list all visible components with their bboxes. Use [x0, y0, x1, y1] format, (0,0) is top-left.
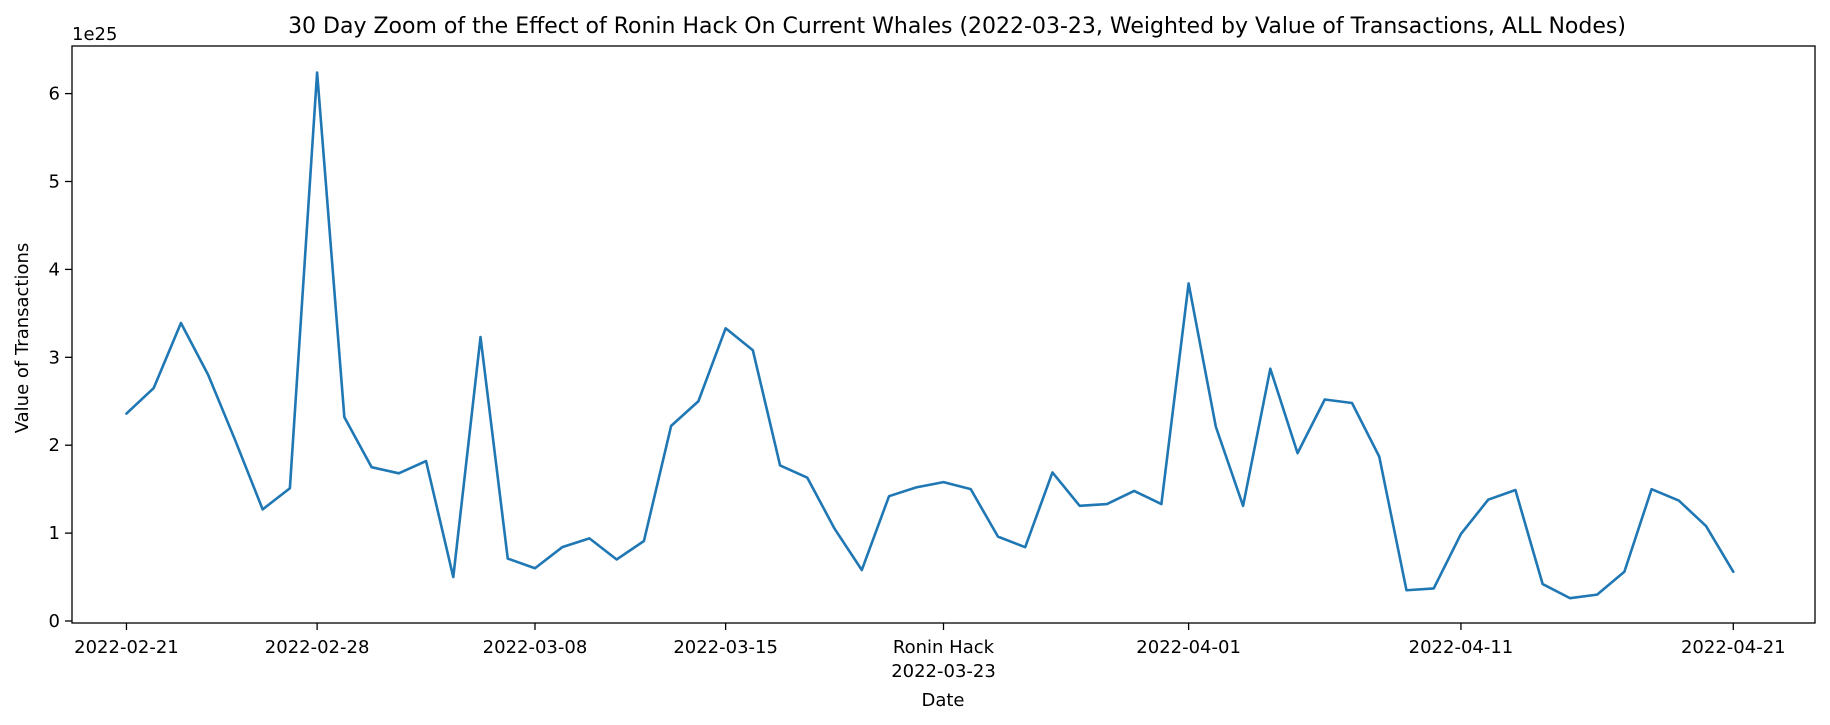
x-tick-label: 2022-02-28 — [265, 637, 370, 658]
x-tick-label: 2022-04-11 — [1409, 637, 1514, 658]
y-offset-label: 1e25 — [72, 24, 117, 45]
y-tick-label: 0 — [49, 611, 60, 632]
x-axis-label: Date — [921, 690, 964, 711]
y-tick-label: 6 — [49, 84, 60, 105]
x-tick-label: 2022-02-21 — [74, 637, 179, 658]
y-axis: 0 1 2 3 4 5 6 — [49, 84, 72, 632]
y-axis-label: Value of Transactions — [12, 243, 33, 434]
y-tick-label: 3 — [49, 347, 60, 368]
x-axis: 2022-02-21 2022-02-28 2022-03-08 2022-03-15… — [74, 623, 1786, 682]
chart-title: 30 Day Zoom of the Effect of Ronin Hack … — [288, 14, 1626, 39]
y-tick-label: 5 — [49, 172, 60, 193]
x-tick-label: 2022-04-01 — [1136, 637, 1241, 658]
y-tick-label: 4 — [49, 259, 60, 280]
x-tick-label: Ronin Hack — [893, 637, 995, 658]
plot-frame — [71, 45, 1816, 624]
y-tick-label: 2 — [49, 435, 60, 456]
series-line — [125, 71, 1735, 600]
y-tick-label: 1 — [49, 523, 60, 544]
x-tick-label: 2022-03-15 — [673, 637, 778, 658]
x-tick-label: 2022-04-21 — [1681, 637, 1786, 658]
x-tick-label-secondary: 2022-03-23 — [891, 661, 996, 682]
x-tick-label: 2022-03-08 — [483, 637, 588, 658]
